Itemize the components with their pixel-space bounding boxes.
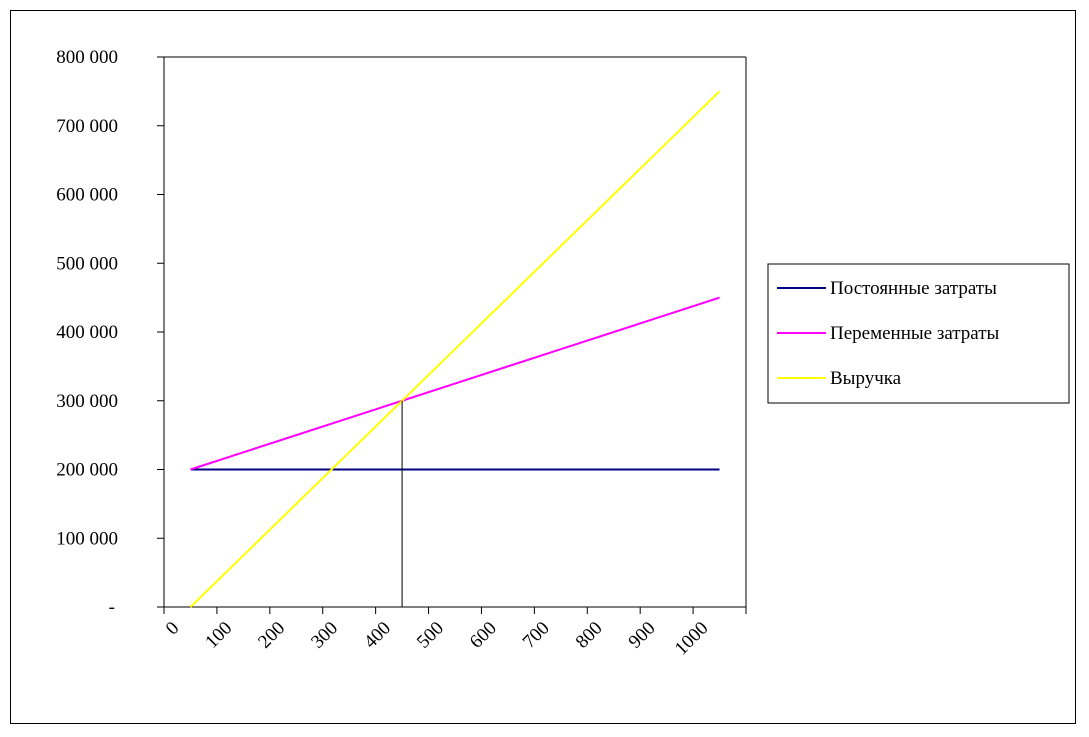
x-tick-label: 1000 [671, 618, 713, 660]
legend-label: Выручка [830, 368, 902, 389]
x-tick-label: 300 [307, 618, 342, 653]
series-line [190, 296, 720, 471]
x-tick-label: 800 [572, 618, 607, 653]
y-tick-label: - [109, 597, 115, 618]
x-tick-label: 500 [413, 618, 448, 653]
plot-area: - 100 000 200 000 300 000 400 000 500 000 600 … [56, 47, 747, 660]
x-tick-label: 900 [625, 618, 660, 653]
y-tick-label: 200 000 [56, 460, 118, 481]
y-tick-label: 600 000 [56, 185, 118, 206]
series-line [189, 90, 721, 608]
y-tick-label: 500 000 [56, 253, 118, 274]
x-tick-label: 200 [254, 618, 289, 653]
legend-label: Переменные затраты [830, 323, 1000, 344]
legend: Постоянные затраты Переменные затраты Выру… [767, 263, 1070, 404]
x-tick-label: 0 [162, 618, 184, 640]
x-tick-label: 600 [466, 618, 501, 653]
x-tick-label: 700 [519, 618, 554, 653]
legend-label: Постоянные затраты [830, 278, 997, 299]
x-tick-label: 100 [201, 618, 236, 653]
y-tick-label: 300 000 [56, 391, 118, 412]
x-tick-label: 400 [360, 618, 395, 653]
y-tick-label: 400 000 [56, 322, 118, 343]
y-tick-label: 700 000 [56, 116, 118, 137]
y-tick-label: 100 000 [56, 528, 118, 549]
y-tick-label: 800 000 [56, 47, 118, 68]
